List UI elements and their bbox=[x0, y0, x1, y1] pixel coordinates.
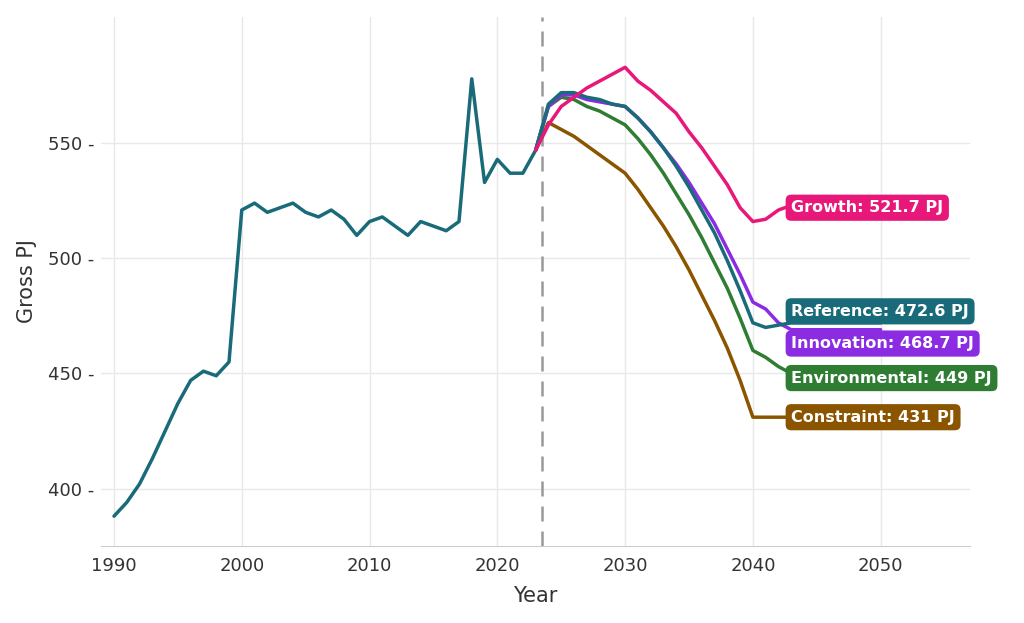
Text: Innovation: 468.7 PJ: Innovation: 468.7 PJ bbox=[792, 336, 974, 351]
Text: Reference: 472.6 PJ: Reference: 472.6 PJ bbox=[792, 304, 969, 319]
Text: Environmental: 449 PJ: Environmental: 449 PJ bbox=[792, 371, 992, 386]
X-axis label: Year: Year bbox=[513, 586, 558, 606]
Y-axis label: Gross PJ: Gross PJ bbox=[16, 239, 37, 323]
Text: Constraint: 431 PJ: Constraint: 431 PJ bbox=[792, 410, 955, 425]
Text: Growth: 521.7 PJ: Growth: 521.7 PJ bbox=[792, 200, 943, 215]
